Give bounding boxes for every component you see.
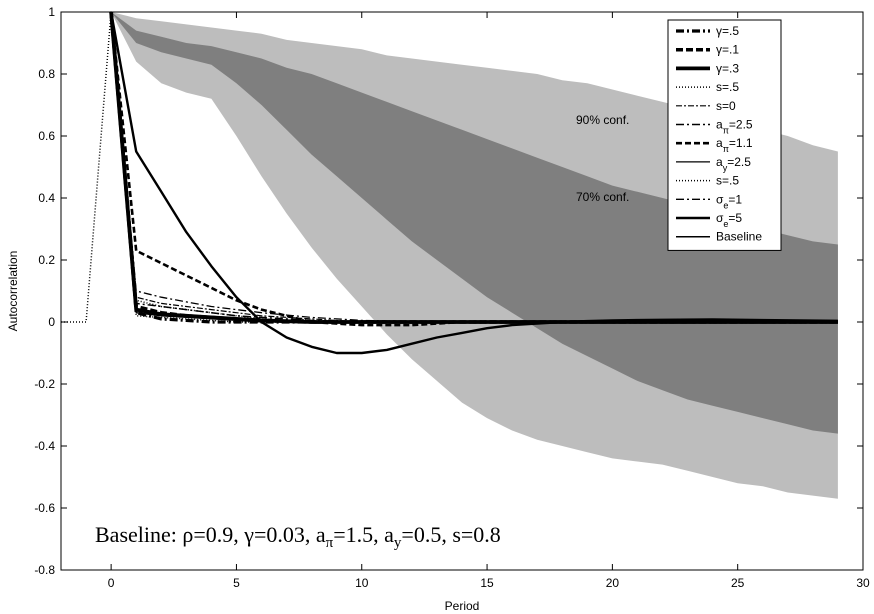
- plot-frame: [60, 11, 864, 571]
- legend-label-2: γ=.3: [716, 61, 739, 75]
- x-tick-label-2: 10: [355, 576, 369, 590]
- annotation-part-1: π: [326, 535, 334, 551]
- series-lines: [61, 11, 838, 355]
- band-label-90: 90% conf.: [576, 113, 629, 127]
- legend-label-5: aπ=2.5: [716, 118, 753, 136]
- band-label-70: 70% conf.: [576, 190, 629, 204]
- x-tick-label-0: 0: [108, 576, 115, 590]
- legend-label-8: s=.5: [716, 174, 739, 188]
- x-axis-label: Period: [445, 599, 480, 613]
- annotation-text: Baseline: ρ=0.9, γ=0.03, aπ=1.5, ay=0.5,…: [95, 522, 501, 551]
- x-tick-label-5: 25: [731, 576, 745, 590]
- y-tick-label-5: 0.2: [38, 253, 55, 267]
- legend-label-11: Baseline: [716, 230, 762, 244]
- legend-label-6: aπ=1.1: [716, 136, 753, 154]
- y-tick-label-9: 1: [48, 5, 55, 19]
- series-line-7: [110, 11, 838, 323]
- x-tick-label-4: 20: [606, 576, 620, 590]
- legend-label-10: σe=5: [716, 211, 742, 229]
- series-line-0: [109, 11, 838, 324]
- x-tick-label-3: 15: [480, 576, 494, 590]
- legend-label-0: γ=.5: [716, 24, 739, 38]
- axis-ticks: 0 5 10 15 20 25 30 -0.8 -0.6 -0.4 -0.2 0 0.2 0.4 0.6 0.…: [34, 5, 870, 590]
- legend-label-4: s=0: [716, 99, 736, 113]
- y-axis-label: Autocorrelation: [6, 251, 20, 332]
- y-tick-label-2: -0.4: [34, 439, 55, 453]
- band-labels: 90% conf. 70% conf.: [576, 113, 629, 204]
- legend-label-9: σe=1: [716, 192, 742, 210]
- y-tick-label-3: -0.2: [34, 377, 55, 391]
- legend-label-7: ay=2.5: [716, 155, 751, 173]
- baseline-annotation: Baseline: ρ=0.9, γ=0.03, aπ=1.5, ay=0.5,…: [95, 522, 501, 551]
- y-tick-label-7: 0.6: [38, 129, 55, 143]
- annotation-part-0: Baseline: ρ=0.9, γ=0.03, a: [95, 522, 326, 547]
- series-line-10: [109, 11, 838, 355]
- y-tick-label-0: -0.8: [34, 563, 55, 577]
- legend-box: [667, 19, 782, 251]
- annotation-part-4: =0.5, s=0.8: [401, 522, 500, 547]
- y-tick-label-1: -0.6: [34, 501, 55, 515]
- y-tick-label-6: 0.4: [38, 191, 55, 205]
- legend: γ=.5γ=.1γ=.3s=.5s=0aπ=2.5aπ=1.1ay=2.5s=.…: [667, 19, 782, 251]
- y-tick-label-4: 0: [48, 315, 55, 329]
- x-tick-label-6: 30: [856, 576, 870, 590]
- y-tick-label-8: 0.8: [38, 67, 55, 81]
- legend-label-3: s=.5: [716, 80, 739, 94]
- annotation-part-2: =1.5, a: [333, 522, 394, 547]
- x-tick-label-1: 5: [233, 576, 240, 590]
- legend-label-1: γ=.1: [716, 43, 739, 57]
- annotation-part-3: y: [394, 535, 402, 551]
- confidence-bands: [111, 12, 838, 499]
- band-70-conf: [111, 12, 838, 434]
